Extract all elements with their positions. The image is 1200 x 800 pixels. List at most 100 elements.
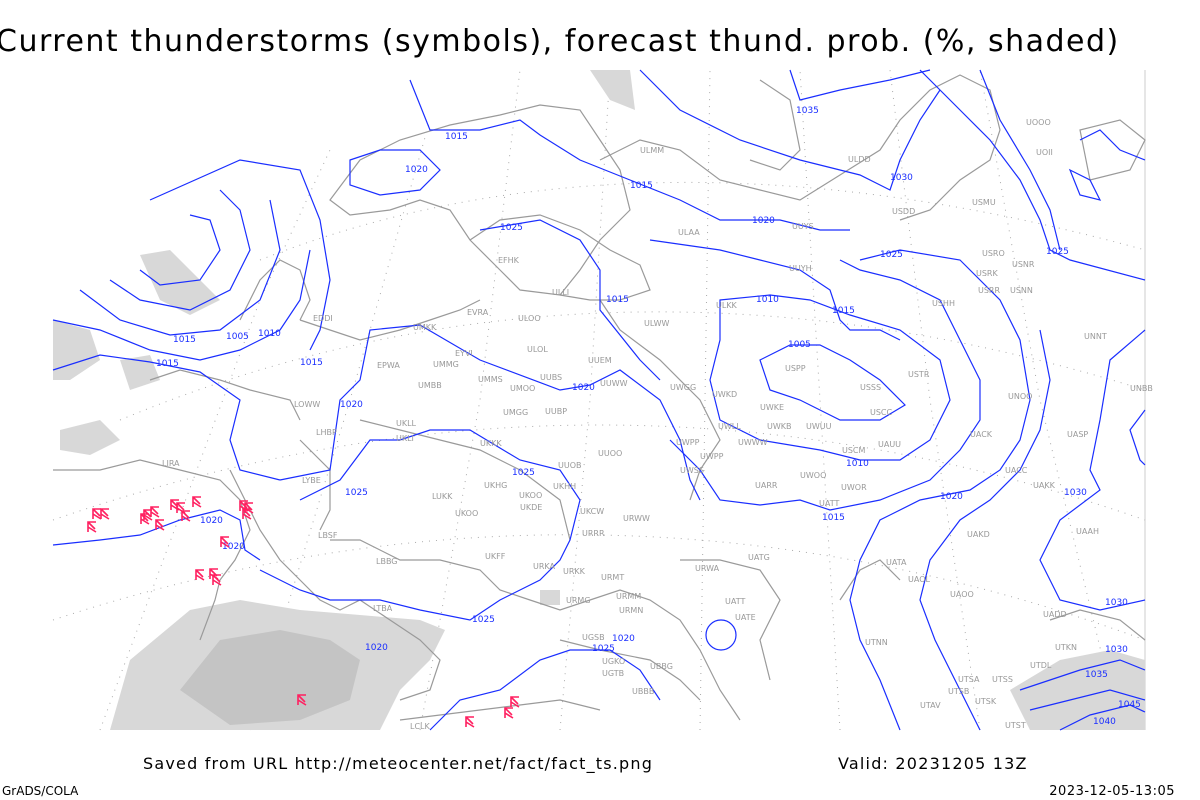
- station-label: USMU: [972, 198, 996, 207]
- station-label: UUBP: [545, 407, 567, 416]
- thunderstorm-icon: [150, 506, 160, 518]
- station-label: EYVI: [455, 349, 473, 358]
- station-label: UTNN: [865, 638, 888, 647]
- coastlines: [53, 74, 1146, 721]
- isobar-label: 1020: [752, 216, 775, 226]
- isobar-label: 1025: [880, 250, 903, 260]
- isobar-label: 1020: [572, 383, 595, 393]
- station-label: UUWW: [600, 379, 628, 388]
- station-label: UKCW: [580, 507, 604, 516]
- station-label: UKHH: [553, 482, 576, 491]
- station-label: UKKK: [480, 439, 502, 448]
- station-label: UTKN: [1055, 643, 1077, 652]
- station-label: UKOO: [519, 491, 542, 500]
- station-label: LHBP: [316, 428, 337, 437]
- station-label: ULMM: [640, 146, 664, 155]
- station-label: UKOO: [455, 509, 478, 518]
- isobar-label: 1020: [200, 516, 223, 526]
- station-label: URKK: [563, 567, 586, 576]
- isobar-label: 1010: [846, 459, 869, 469]
- station-label: UUYH: [789, 264, 812, 273]
- isobar-label: 1020: [365, 643, 388, 653]
- station-label: UAOO: [950, 590, 974, 599]
- station-label: LOWW: [294, 400, 320, 409]
- station-label: LCLK: [410, 722, 431, 731]
- station-label: UWKE: [760, 403, 784, 412]
- render-timestamp: 2023-12-05-13:05: [1049, 784, 1175, 799]
- isobar-label: 1015: [822, 513, 845, 523]
- station-label: UAKD: [967, 530, 990, 539]
- station-label: UNNT: [1084, 332, 1107, 341]
- station-label: UNOO: [1008, 392, 1032, 401]
- isobar-label: 1015: [156, 359, 179, 369]
- station-label: UATG: [748, 553, 770, 562]
- station-label: UAAH: [1076, 527, 1099, 536]
- thunderstorm-icon: [155, 519, 165, 531]
- station-labels: LIRA EDDI UMKK EVRA ULOO ULOL EYVI UMMG EPWA UMBB…: [162, 118, 1153, 731]
- station-label: UTDL: [1030, 661, 1052, 670]
- station-label: UMOO: [510, 384, 535, 393]
- thunderstorm-icon: [100, 508, 110, 520]
- thunderstorm-icon: [140, 513, 150, 525]
- grid-lines: [52, 69, 1146, 731]
- station-label: UADD: [1043, 610, 1067, 619]
- isobars: [52, 69, 1146, 731]
- station-label: UWWW: [738, 438, 768, 447]
- station-label: UKLL: [396, 419, 417, 428]
- station-label: USPP: [785, 364, 806, 373]
- software-credit: GrADS/COLA: [2, 784, 79, 798]
- station-label: USSS: [860, 383, 881, 392]
- isobar-label: 1015: [300, 358, 323, 368]
- station-label: USNR: [1012, 260, 1035, 269]
- station-label: USRK: [976, 269, 998, 278]
- saved-from-url: Saved from URL http://meteocenter.net/fa…: [143, 754, 654, 773]
- station-label: UAUU: [878, 440, 901, 449]
- station-label: UASP: [1067, 430, 1088, 439]
- station-label: LUKK: [432, 492, 453, 501]
- station-label: URWW: [623, 514, 650, 523]
- station-label: URKA: [533, 562, 556, 571]
- isobar-label: 1030: [1064, 488, 1087, 498]
- station-label: ULOO: [518, 314, 541, 323]
- station-label: UKDE: [520, 503, 542, 512]
- station-label: URMM: [616, 592, 641, 601]
- station-label: UACC: [1005, 466, 1028, 475]
- station-label: UWPP: [700, 452, 724, 461]
- thunderstorm-icon: [92, 508, 102, 520]
- station-label: ULDD: [848, 155, 871, 164]
- station-label: URMN: [619, 606, 643, 615]
- station-label: LYBE: [302, 476, 321, 485]
- isobar-label: 1015: [445, 132, 468, 142]
- station-label: UTSS: [992, 675, 1013, 684]
- station-label: LBSF: [318, 531, 338, 540]
- station-label: UGSB: [582, 633, 605, 642]
- thunderstorm-icon: [212, 574, 222, 586]
- isobar-label: 1030: [890, 173, 913, 183]
- station-label: USDD: [892, 207, 915, 216]
- thunderstorm-icon: [195, 569, 205, 581]
- station-label: UOII: [1036, 148, 1053, 157]
- station-label: UGKO: [602, 657, 625, 666]
- isobar-label: 1020: [612, 634, 635, 644]
- thunderstorm-icon: [181, 510, 191, 522]
- station-label: URRR: [582, 529, 605, 538]
- thunderstorm-icon: [87, 521, 97, 533]
- station-label: ULOL: [527, 345, 548, 354]
- isobar-label: 1020: [340, 400, 363, 410]
- station-label: USCC: [870, 408, 893, 417]
- station-label: LIRA: [162, 459, 180, 468]
- station-label: UWKD: [712, 390, 737, 399]
- station-label: USRR: [978, 286, 1000, 295]
- thunderstorm-icon: [465, 716, 475, 728]
- station-label: UMKK: [413, 323, 437, 332]
- station-label: UUOB: [558, 461, 582, 470]
- station-label: UTSA: [958, 675, 980, 684]
- station-label: URMG: [566, 596, 591, 605]
- station-label: UUOO: [598, 449, 622, 458]
- map-boundary: [53, 70, 1145, 730]
- station-label: UUEM: [588, 356, 612, 365]
- isobar-label: 1005: [226, 332, 249, 342]
- station-label: UTST: [1005, 721, 1026, 730]
- isobar-label: 1025: [472, 615, 495, 625]
- isobar-label: 1015: [173, 335, 196, 345]
